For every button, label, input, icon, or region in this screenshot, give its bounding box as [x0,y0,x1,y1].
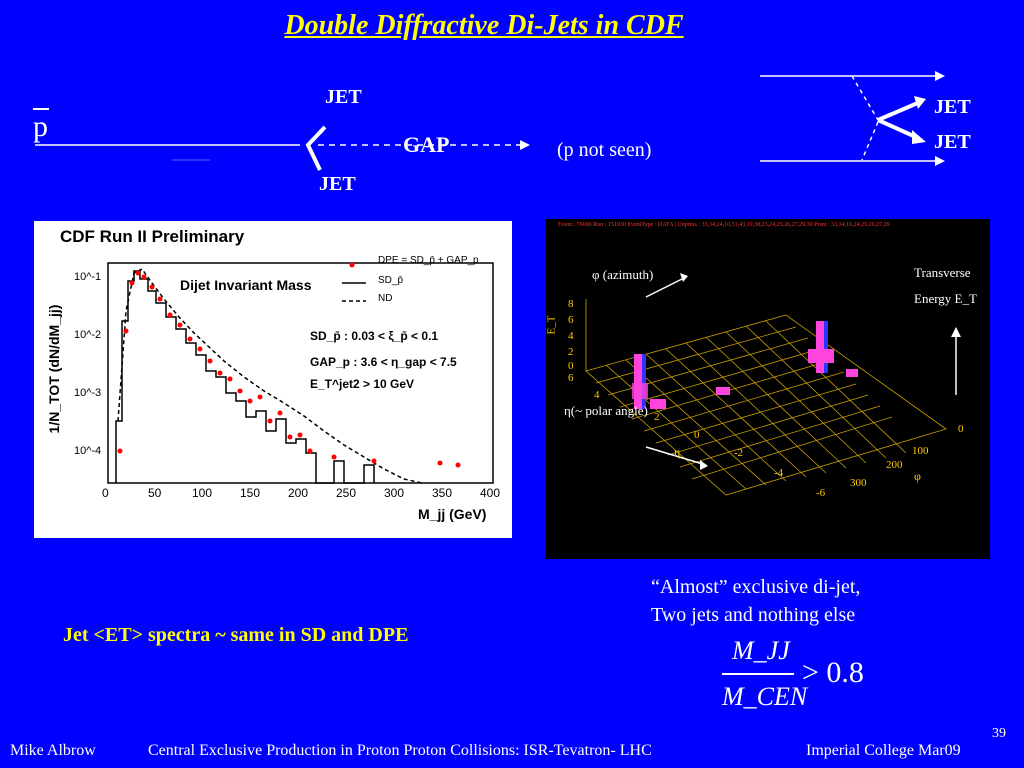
et-tick: 6 [568,314,574,326]
eta-tick: 2 [654,411,660,423]
x-tick: 200 [288,486,309,500]
phi-tick: 200 [886,459,903,471]
event-display: Event : 76696 Run : 151930 EventType : D… [545,219,990,559]
ratio-fraction-bar [722,673,794,675]
plot-title: CDF Run II Preliminary [60,227,245,246]
ratio-numerator: M_JJ [732,636,790,665]
footer-venue: Imperial College Mar09 [806,742,961,759]
eta-tick: -4 [774,467,784,479]
phi-symbol: φ [914,469,921,483]
exclusive-note: “Almost” exclusive di-jet, Two jets and … [651,576,861,626]
x-tick: 250 [336,486,357,500]
y-tick: 10^-2 [74,329,102,341]
x-tick: 350 [432,486,453,500]
diffraction-diagram [35,71,945,171]
dijet-mass-plot-svg [107,262,494,484]
phi-tick: 0 [958,423,964,435]
x-tick: 100 [192,486,213,500]
dpe-data-points [117,270,461,468]
et-tick: 8 [568,298,574,310]
antiproton-label: p [33,108,49,143]
eta-tick: 0 [694,429,700,441]
eta-tick: -6 [816,487,826,499]
plot-ylabel: 1/N_TOT (dN/dM_jj) [46,304,62,434]
footer-author: Mike Albrow [10,742,96,759]
ratio-denominator: M_CEN [722,682,808,711]
event-header: Event : 76696 Run : 151930 EventType : D… [558,222,890,228]
y-tick: 10^-1 [74,271,102,283]
cut-gap: GAP_p : 3.6 < η_gap < 7.5 [310,355,457,369]
legend-sd: SD_p̄ [378,275,404,286]
y-tick: 10^-3 [74,387,102,399]
phi-tick: 100 [912,445,929,457]
transverse-label: Transverse [914,265,971,280]
energy-label: Energy E_T [914,291,977,306]
jet-right-1-label: JET [934,96,971,118]
cut-sd: SD_p̄ : 0.03 < ξ_p̄ < 0.1 [310,329,439,343]
eta-tick: 4 [594,389,600,401]
slide-title: Double Diffractive Di-Jets in CDF [284,10,684,41]
eta-tick: -2 [734,447,744,459]
dijet-mass-plot: CDF Run II Preliminary Dijet Invariant M… [34,221,512,538]
plot-subtitle: Dijet Invariant Mass [180,277,312,293]
footer-talk: Central Exclusive Production in Proton P… [148,742,652,759]
x-tick: 150 [240,486,261,500]
jet-bottom-label: JET [319,173,356,195]
page-number: 39 [992,726,1006,741]
legend-nd: ND [378,293,393,304]
legend-dpe: DPE = SD_p̄ + GAP_p [378,255,479,266]
eta-symbol: η [674,445,681,459]
cut-et: E_T^jet2 > 10 GeV [310,377,415,391]
et-tick: 4 [568,330,574,342]
phi-label: φ (azimuth) [592,267,654,282]
et-axis-label: E_T [545,315,558,335]
phi-tick: 300 [850,477,867,489]
et-tick: 6 [568,372,574,384]
et-tick: 2 [568,346,574,358]
et-tick: 0 [568,360,574,372]
y-tick: 10^-4 [74,445,102,457]
jet-spectra-note: Jet <ET> spectra ~ same in SD and DPE [63,624,409,646]
jet-top-label: JET [325,86,362,108]
p-not-seen-label: (p not seen) [557,139,652,161]
x-tick: 400 [480,486,501,500]
jet-right-2-label: JET [934,131,971,153]
eta-label: η(~ polar angle) [564,403,648,418]
lego-plot-svg [585,273,961,496]
x-tick: 50 [148,486,162,500]
plot-xlabel: M_jj (GeV) [418,506,487,522]
x-tick: 0 [102,486,109,500]
x-tick: 300 [384,486,405,500]
gap-label: GAP [403,132,450,157]
ratio-comparison: > 0.8 [802,656,864,689]
